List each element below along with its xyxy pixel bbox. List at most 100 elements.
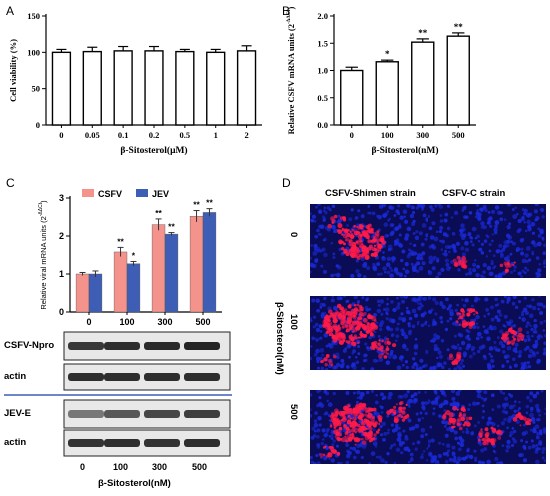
nucleus bbox=[352, 455, 357, 460]
nucleus bbox=[332, 255, 336, 260]
infected-cell bbox=[500, 336, 505, 340]
nucleus bbox=[377, 272, 381, 276]
nucleus bbox=[539, 335, 543, 339]
nucleus bbox=[375, 393, 378, 397]
nucleus bbox=[393, 214, 397, 217]
blot-csfv-npro-band bbox=[184, 342, 220, 350]
nucleus bbox=[438, 354, 444, 359]
infected-cell bbox=[336, 303, 342, 309]
nucleus bbox=[382, 307, 387, 312]
nucleus bbox=[392, 307, 397, 313]
infected-cell bbox=[343, 250, 347, 254]
nucleus bbox=[312, 263, 317, 269]
nucleus bbox=[408, 248, 411, 252]
infected-cell bbox=[466, 312, 471, 317]
nucleus bbox=[357, 300, 360, 304]
micro-image-shimen-100 bbox=[310, 296, 428, 370]
y-tick-label: 100 bbox=[27, 47, 40, 57]
infected-cell bbox=[401, 410, 406, 415]
infected-cell bbox=[337, 229, 343, 235]
infected-cell bbox=[378, 339, 381, 342]
nucleus bbox=[383, 222, 389, 228]
nucleus bbox=[541, 456, 545, 460]
nucleus bbox=[422, 450, 426, 453]
nucleus bbox=[476, 264, 480, 269]
infected-cell bbox=[369, 416, 375, 422]
infected-cell bbox=[365, 254, 370, 260]
nucleus bbox=[398, 316, 403, 321]
nucleus bbox=[501, 444, 505, 448]
infected-cell bbox=[344, 238, 348, 242]
nucleus bbox=[512, 347, 518, 353]
nucleus bbox=[420, 455, 424, 460]
nucleus bbox=[536, 272, 542, 278]
blot-jev-e-band bbox=[144, 410, 180, 418]
nucleus bbox=[395, 209, 400, 214]
nucleus bbox=[320, 366, 325, 370]
nucleus bbox=[542, 304, 546, 309]
nucleus bbox=[381, 421, 386, 427]
nucleus bbox=[484, 297, 489, 302]
nucleus bbox=[386, 302, 389, 306]
infected-cell bbox=[354, 418, 357, 421]
nucleus bbox=[498, 461, 504, 464]
nucleus bbox=[489, 355, 494, 359]
blot-csfv-npro-band bbox=[144, 342, 180, 350]
nucleus bbox=[525, 404, 530, 409]
infected-cell bbox=[521, 338, 524, 342]
infected-cell bbox=[356, 303, 360, 307]
nucleus bbox=[530, 439, 534, 443]
y-tick-label: 0.0 bbox=[317, 120, 328, 130]
micro-column-title-shimen: CSFV-Shimen strain bbox=[325, 188, 416, 199]
nucleus bbox=[432, 297, 437, 302]
infected-cell bbox=[472, 322, 476, 326]
nucleus bbox=[468, 454, 474, 460]
nucleus bbox=[482, 325, 486, 329]
nucleus bbox=[394, 339, 398, 343]
nucleus bbox=[360, 391, 365, 397]
nucleus bbox=[335, 264, 339, 268]
nucleus bbox=[390, 223, 395, 227]
infected-cell bbox=[484, 427, 489, 432]
nucleus bbox=[491, 239, 494, 243]
infected-cell bbox=[454, 262, 458, 267]
nucleus bbox=[395, 447, 401, 452]
infected-cell bbox=[335, 329, 339, 333]
nucleus bbox=[386, 270, 391, 275]
nucleus bbox=[442, 442, 445, 446]
nucleus bbox=[502, 244, 507, 249]
nucleus bbox=[331, 437, 334, 441]
nucleus bbox=[421, 416, 424, 420]
nucleus bbox=[433, 236, 439, 242]
nucleus bbox=[477, 460, 482, 464]
infected-cell bbox=[343, 242, 346, 246]
nucleus bbox=[391, 259, 395, 263]
nucleus bbox=[539, 207, 545, 213]
nucleus bbox=[512, 323, 517, 328]
nucleus bbox=[387, 360, 390, 364]
infected-cell bbox=[337, 313, 343, 318]
nucleus bbox=[318, 396, 322, 400]
nucleus bbox=[374, 445, 378, 448]
nucleus bbox=[315, 246, 321, 252]
infected-cell bbox=[355, 241, 358, 244]
infected-cell bbox=[367, 226, 371, 230]
nucleus bbox=[531, 444, 536, 449]
nucleus bbox=[318, 324, 323, 329]
infected-cell bbox=[482, 437, 488, 442]
nucleus bbox=[448, 250, 451, 254]
infected-cell bbox=[451, 360, 456, 366]
nucleus bbox=[326, 399, 329, 403]
nucleus bbox=[355, 449, 361, 455]
nucleus bbox=[414, 447, 418, 451]
infected-cell bbox=[370, 324, 375, 330]
nucleus bbox=[320, 441, 324, 446]
nucleus bbox=[486, 459, 491, 464]
nucleus bbox=[424, 411, 428, 416]
infected-cell bbox=[336, 452, 341, 457]
nucleus bbox=[514, 342, 519, 347]
nucleus bbox=[493, 227, 498, 233]
nucleus bbox=[310, 244, 313, 247]
infected-cell bbox=[482, 441, 487, 446]
nucleus bbox=[420, 205, 424, 209]
